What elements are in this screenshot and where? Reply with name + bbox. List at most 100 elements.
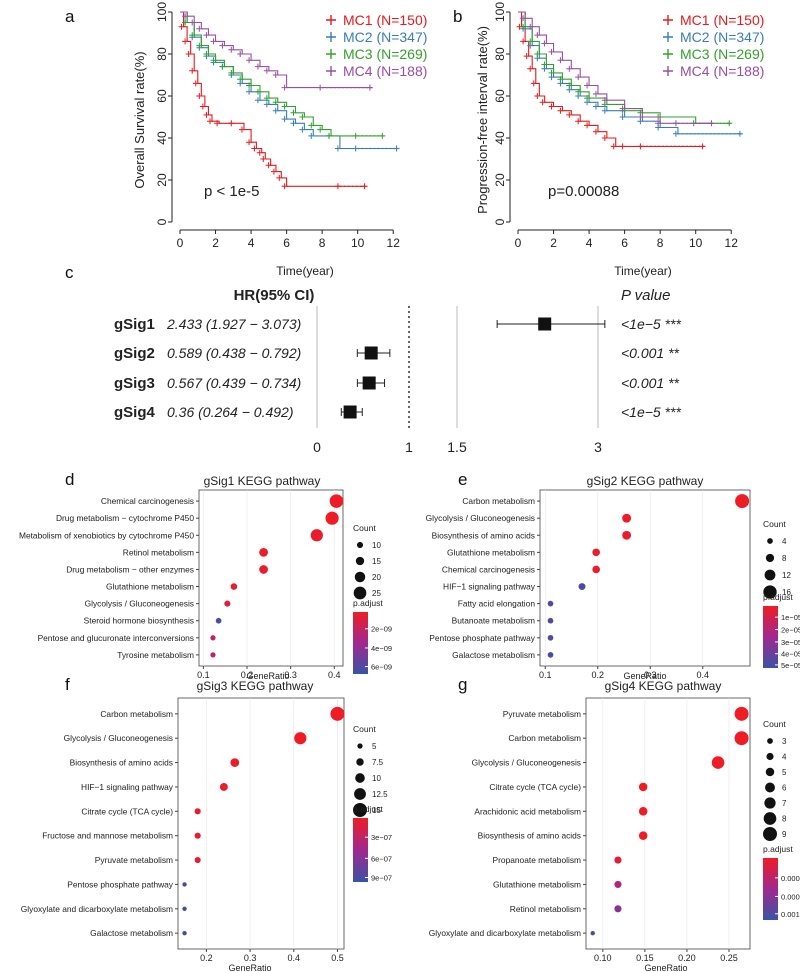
km-a-plot-area: 0 20 40 60 80 100 0 2 4 6 8 10 12 MC1 (N=150)MC2 (N=3… (155, 2, 427, 250)
forest-row-hr-text: 2.433 (1.927 − 3.073) (166, 316, 301, 332)
forest-x-tick-label: 1.5 (447, 439, 467, 455)
kegg-x-tick-label: 0.4 (288, 953, 301, 963)
panel-letter-b: b (453, 7, 462, 26)
km-censor-mark (251, 145, 258, 152)
km-censor-mark (260, 156, 267, 162)
kegg-dot (330, 706, 345, 721)
kegg-x-tick-label: 0.1 (197, 670, 210, 680)
km-x-tick-label: 0 (515, 236, 522, 250)
km-legend-marker (326, 15, 336, 25)
forest-row-hr-text: 0.36 (0.264 − 0.492) (167, 404, 294, 420)
km-x-tick-label: 10 (351, 236, 365, 250)
km-legend-marker (326, 49, 336, 59)
km-censor-mark (203, 32, 210, 39)
kegg-x-tick-label: 0.4 (328, 670, 341, 680)
km-legend-marker (663, 66, 673, 76)
kegg-term-label: HIF−1 signaling pathway (443, 582, 536, 592)
forest-row-hr-text: 0.589 (0.438 − 0.792) (167, 345, 301, 361)
forest-header-p: P value (621, 287, 670, 304)
km-censor-mark (210, 57, 217, 64)
km-b-plot-area: 0 20 40 60 80 100 0 2 4 6 8 10 12 MC1 (N=150)MC2 (N=3… (493, 2, 764, 250)
kegg-dot (614, 905, 622, 913)
panel-letter-e: e (458, 470, 467, 489)
kegg-term-label: Carbon metabolism (508, 733, 581, 743)
km-y-tick-label: 60 (155, 89, 169, 103)
km-censor-mark (575, 118, 582, 125)
forest-row-name: gSig3 (114, 375, 155, 392)
km-censor-mark (530, 80, 537, 87)
km-censor-mark (379, 132, 386, 139)
km-censor-mark (228, 46, 235, 53)
kegg-count-legend-label: 20 (372, 573, 381, 582)
kegg-count-legend-label: 5 (372, 742, 377, 751)
kegg-dot (230, 758, 240, 767)
km-censor-mark (637, 114, 644, 120)
km-x-tick-label: 12 (387, 236, 401, 250)
kegg-term-label: Galactose metabolism (452, 650, 535, 660)
km-censor-mark (263, 67, 270, 74)
kegg-count-legend-dot (357, 743, 363, 749)
kegg-count-legend-dot (767, 538, 773, 544)
kegg-dot (194, 856, 201, 864)
km-legend-label: MC4 (N=188) (680, 63, 764, 79)
km-censor-mark (290, 109, 297, 116)
km-censor-mark (196, 25, 203, 32)
forest-row-p-text: <1e−5 *** (621, 404, 681, 420)
kegg-term-label: Steroid hormone biosynthesis (84, 616, 194, 626)
km-censor-mark (317, 126, 324, 133)
kegg-padj-tick-label: 0.0004 (781, 874, 800, 883)
km-censor-mark (228, 120, 235, 127)
km-censor-mark (557, 76, 564, 83)
km-x-tick-label: 2 (212, 236, 219, 250)
kegg-dot (215, 617, 222, 624)
kegg-padj-title: p.adjust (763, 844, 793, 854)
km-censor-mark (566, 65, 573, 72)
km-censor-mark (557, 57, 564, 64)
kegg-dot (325, 511, 339, 525)
forest-row-name: gSig4 (114, 404, 155, 421)
kegg-f-plot-area: 0.2 0.3 0.4 0.5 Carbon metabolism Glycolysis … (21, 697, 392, 963)
km-censor-mark (601, 135, 608, 141)
km-censor-mark (334, 145, 341, 152)
kegg-padj-tick-label: 4e−09 (371, 644, 392, 653)
kegg-term-label: Retinol metabolism (123, 547, 194, 557)
kegg-count-legend-label: 16 (782, 588, 791, 597)
kegg-term-label: Metabolism of xenobiotics by cytochrome … (19, 530, 194, 540)
km-x-tick-label: 12 (725, 236, 739, 250)
kegg-term-label: Glycolysis / Gluconeogenesis (472, 758, 581, 768)
kegg-padj-title: p.adjust (353, 804, 383, 814)
km-censor-mark (601, 107, 608, 114)
kegg-term-label: Glycolysis / Gluconeogenesis (85, 599, 194, 609)
kegg-count-legend-dot (765, 553, 775, 563)
km-censor-mark (254, 88, 261, 95)
kegg-count-legend-dot (765, 767, 775, 777)
kegg-term-label: Citrate cycle (TCA cycle) (81, 806, 173, 816)
km-y-tick-label: 40 (493, 131, 507, 145)
km-legend-marker (663, 49, 673, 59)
kegg-padj-tick-label: 1e−05 (781, 613, 800, 622)
km-censor-mark (281, 183, 288, 190)
panel-letter-a: a (65, 7, 75, 26)
panel-letter-d: d (65, 470, 74, 489)
kegg-dot (210, 635, 216, 641)
kegg-count-legend-dot (353, 803, 367, 817)
km-censor-mark (548, 48, 555, 55)
kegg-term-label: Drug metabolism − other enzymes (66, 564, 194, 574)
km-a-ylabel: Overall Survival rate(%) (132, 51, 147, 188)
kegg-term-label: Glutathione metabolism (447, 547, 535, 557)
kegg-count-legend-dot (763, 827, 777, 841)
km-curve-1 (180, 11, 367, 187)
kegg-x-tick-label: 0.10 (594, 953, 612, 963)
kegg-term-label: Biosynthesis of amino acids (478, 831, 581, 841)
kegg-x-tick-label: 0.3 (644, 670, 657, 680)
km-censor-mark (541, 61, 548, 68)
kegg-dot (182, 906, 187, 911)
km-censor-mark (203, 111, 210, 118)
kegg-e-title: gSig2 KEGG pathway (587, 474, 704, 488)
km-censor-mark (246, 88, 253, 95)
km-censor-mark (199, 103, 206, 110)
km-x-tick-label: 6 (621, 236, 628, 250)
kegg-count-legend-dot (765, 782, 775, 793)
forest-row-p-text: <0.001 ** (621, 345, 680, 361)
km-censor-mark (189, 32, 196, 39)
